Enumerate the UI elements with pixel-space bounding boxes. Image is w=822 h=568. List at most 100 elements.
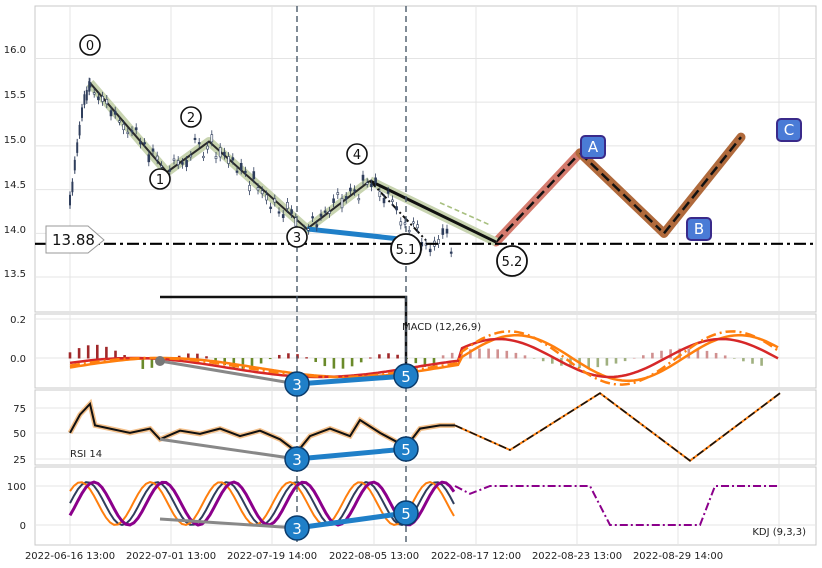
candle-body <box>155 155 159 161</box>
wave-label-4: 4 <box>346 143 368 165</box>
candle-body <box>122 124 125 131</box>
candle-body <box>315 224 319 228</box>
y-tick-label: 15.5 <box>4 90 26 101</box>
candle-body <box>139 141 142 145</box>
candle-body <box>218 147 222 158</box>
macd-bar <box>496 349 499 359</box>
macd-bar <box>414 358 418 364</box>
y-tick-label: 25 <box>13 455 26 466</box>
macd-marker-5: 5 <box>393 363 419 389</box>
price-label: 13.88 <box>52 231 95 249</box>
wave-label-5-2: 5.2 <box>496 245 528 277</box>
candle-body <box>370 183 373 188</box>
kdj-marker-3: 3 <box>284 515 310 541</box>
kdj-proj <box>454 485 780 526</box>
candle-body <box>269 206 272 209</box>
candle-body <box>395 206 398 211</box>
candle-body <box>227 156 230 164</box>
svg-text:3: 3 <box>292 520 302 538</box>
projection-box-C: C <box>776 118 802 142</box>
svg-text:5: 5 <box>401 441 411 459</box>
wave-line-alt <box>439 201 490 226</box>
projection-box-B: B <box>686 217 712 241</box>
macd-bar <box>478 348 481 359</box>
macd-bar <box>696 349 700 359</box>
y-tick-label: 100 <box>7 482 26 493</box>
macd-bar <box>505 350 509 359</box>
candle-body <box>101 95 104 102</box>
macd-bar <box>487 348 490 359</box>
candle-body <box>193 137 197 141</box>
candle-body <box>83 94 86 105</box>
candle-body <box>176 160 180 165</box>
candle-body <box>445 228 449 234</box>
macd-bar <box>205 356 208 359</box>
overlay-layer <box>35 6 816 545</box>
candle-body <box>231 157 235 161</box>
y-tick-label: 50 <box>13 429 26 440</box>
candle-body <box>323 210 327 213</box>
svg-text:0: 0 <box>86 39 94 54</box>
candle-body <box>441 228 445 235</box>
candle-body <box>277 211 281 214</box>
candle-body <box>73 159 76 171</box>
macd-bar <box>514 352 518 359</box>
svg-text:3: 3 <box>293 231 301 246</box>
svg-text:1: 1 <box>156 173 164 188</box>
macd-bar <box>187 353 190 359</box>
macd-bar <box>623 358 627 362</box>
macd-marker-3: 3 <box>284 371 310 397</box>
x-tick-label: 2022-06-16 13:00 <box>25 551 115 562</box>
projection-line <box>495 152 581 243</box>
rsi-divergence <box>159 437 298 461</box>
x-tick-label: 2022-08-05 13:00 <box>329 551 419 562</box>
candle-body <box>407 230 411 233</box>
macd-bar <box>396 354 399 359</box>
wave-label-5-1: 5.1 <box>390 233 422 265</box>
candle-body <box>134 127 138 131</box>
price-flag <box>45 225 105 254</box>
candle-body <box>307 228 310 231</box>
candle-body <box>109 110 113 117</box>
macd-bar <box>460 350 463 359</box>
macd-bar <box>278 354 281 359</box>
macd-bar <box>268 358 272 360</box>
candle-body <box>437 239 440 244</box>
macd-bar <box>751 358 754 364</box>
macd-bar <box>660 350 663 359</box>
macd-divergence <box>159 359 298 386</box>
macd-bar <box>123 355 126 359</box>
candle-body <box>69 194 71 206</box>
wave-line <box>369 179 497 244</box>
x-tick-label: 2022-07-01 13:00 <box>126 551 216 562</box>
svg-text:3: 3 <box>292 376 302 394</box>
candle-body <box>344 196 348 200</box>
macd-bar <box>587 358 590 368</box>
macd-bar <box>350 358 354 367</box>
wave-line-alt <box>369 180 427 241</box>
macd-bar <box>196 353 199 359</box>
macd-bar <box>678 348 681 359</box>
macd-bar <box>551 358 554 364</box>
macd-bar <box>96 344 99 359</box>
macd-bar <box>259 358 263 364</box>
candle-body <box>361 174 365 181</box>
macd-connector <box>296 373 407 387</box>
svg-text:3: 3 <box>292 451 302 469</box>
projection-box-A: A <box>580 135 606 159</box>
candle-body <box>357 198 361 201</box>
candle-body <box>319 213 323 217</box>
macd-bar <box>605 358 609 366</box>
macd-bar <box>723 355 727 359</box>
rsi-marker-3: 3 <box>284 446 310 472</box>
candle-body <box>340 198 344 209</box>
macd-bar <box>114 350 117 359</box>
svg-text:4: 4 <box>353 148 361 163</box>
macd-bar <box>387 353 390 359</box>
candle-body <box>71 181 74 193</box>
macd-bar <box>651 352 654 359</box>
macd-bar <box>714 352 718 359</box>
kdj-marker-5: 5 <box>393 500 419 526</box>
candle-body <box>97 96 100 101</box>
candle-body <box>235 170 239 173</box>
